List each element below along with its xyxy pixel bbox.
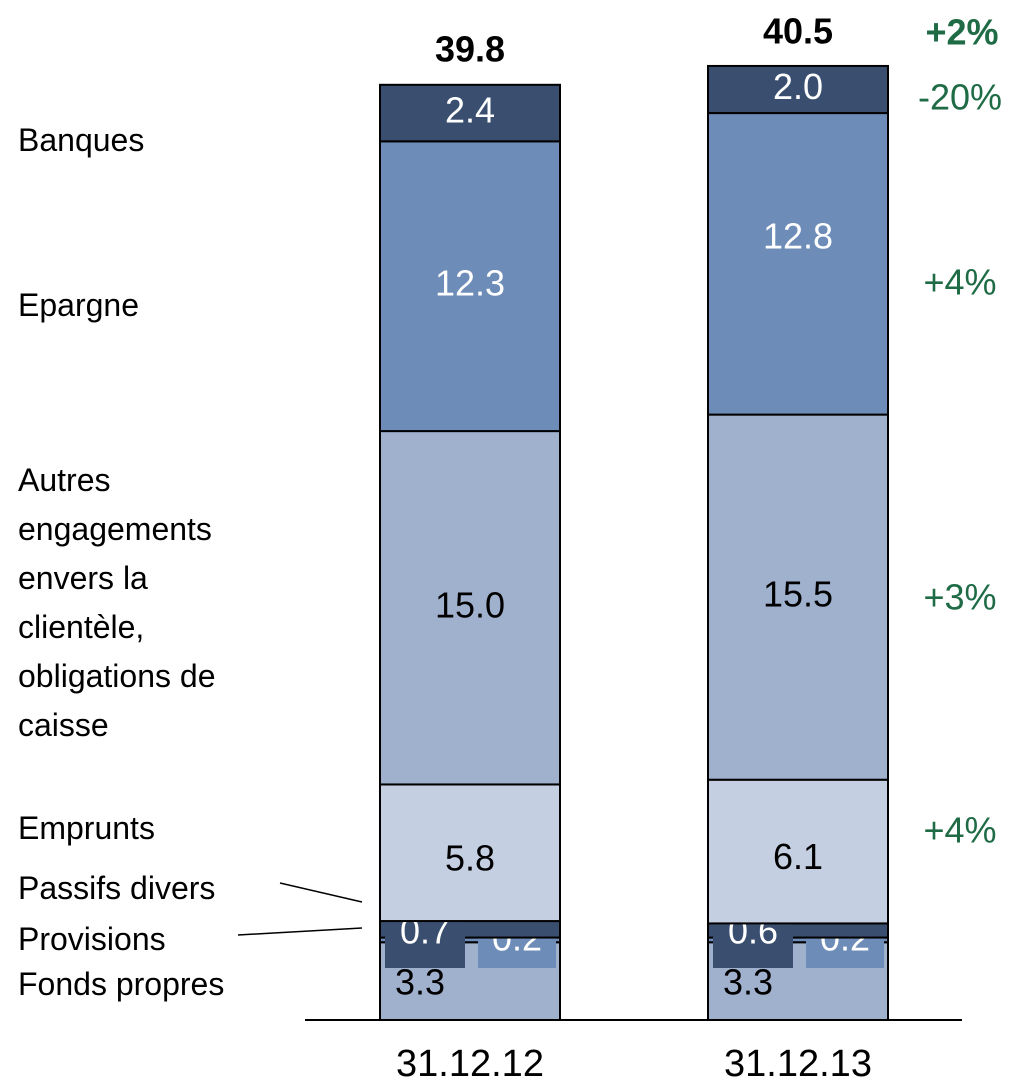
value-label: 15.0: [435, 584, 505, 625]
value-label: 12.3: [435, 263, 505, 304]
x-tick-label: 31.12.13: [724, 1043, 872, 1085]
value-label: 12.8: [763, 215, 833, 256]
value-label: 3.3: [395, 962, 445, 1003]
bar-segment: [707, 778, 889, 925]
leader-line: [279, 882, 363, 903]
series-label: Banques: [18, 122, 145, 158]
leader-line: [237, 927, 363, 936]
value-label: 5.8: [445, 837, 495, 878]
series-label: Autres engagements envers la clientèle, …: [18, 462, 216, 743]
change-label: +4%: [923, 262, 996, 303]
total-change: +2%: [925, 12, 998, 53]
total-label: 40.5: [763, 10, 833, 51]
value-label: 2.4: [445, 90, 495, 131]
bar-segment: [707, 64, 889, 115]
value-label: 15.5: [763, 574, 833, 615]
series-label: Epargne: [18, 287, 139, 323]
value-label: 3.3: [723, 962, 773, 1003]
change-label: -20%: [918, 77, 1002, 118]
series-label: Provisions: [18, 921, 166, 957]
series-label: Emprunts: [18, 810, 155, 846]
change-label: +4%: [923, 810, 996, 851]
bar-segment: [379, 430, 561, 786]
bar-segment: [379, 140, 561, 433]
series-label: Passifs divers: [18, 870, 216, 906]
bar-segment: [707, 413, 889, 781]
bar-segment: [379, 83, 561, 143]
value-label: 2.0: [773, 66, 823, 107]
bar-segment: [707, 112, 889, 416]
x-tick-label: 31.12.12: [396, 1043, 544, 1085]
bar-segment: [379, 783, 561, 923]
total-label: 39.8: [435, 28, 505, 69]
change-label: +3%: [923, 577, 996, 618]
series-label: Fonds propres: [18, 966, 225, 1002]
value-label: 6.1: [773, 836, 823, 877]
